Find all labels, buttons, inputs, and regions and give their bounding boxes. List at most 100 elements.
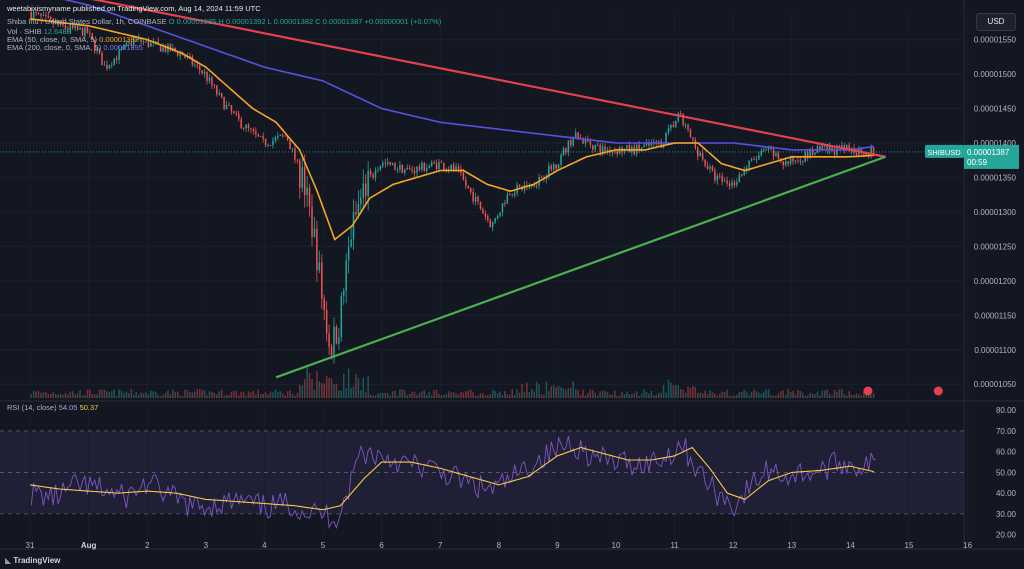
volume-bar	[855, 393, 858, 398]
candle-body	[560, 154, 562, 165]
volume-bar	[509, 394, 511, 398]
candle-body	[62, 22, 64, 26]
volume-bar	[233, 390, 235, 398]
volume-bar	[672, 385, 675, 398]
candle-body	[709, 166, 711, 169]
volume-bar	[565, 389, 567, 398]
volume-bar	[582, 389, 584, 398]
volume-bar	[396, 395, 399, 398]
volume-bar	[91, 394, 94, 398]
volume-bar	[360, 390, 362, 398]
candle-body	[845, 145, 848, 151]
volume-bar	[47, 393, 50, 398]
candle-body	[394, 163, 396, 170]
candle-body	[286, 136, 289, 141]
volume-bar	[335, 383, 338, 398]
time-tick-label: 10	[612, 541, 621, 550]
volume-bar	[318, 381, 321, 398]
candle-body	[457, 166, 460, 169]
volume-bar	[213, 392, 216, 398]
volume-bar	[770, 395, 772, 398]
volume-bar	[303, 379, 306, 398]
volume-bar	[521, 384, 523, 398]
volume-bar	[401, 389, 404, 398]
volume-bar	[323, 383, 325, 398]
volume-bar	[701, 393, 704, 398]
candle-body	[706, 165, 709, 169]
volume-bar	[848, 391, 850, 398]
volume-bar	[133, 394, 135, 398]
volume-bar	[745, 391, 748, 398]
candle-body	[262, 136, 264, 139]
volume-bar	[74, 394, 76, 398]
volume-bar	[113, 389, 115, 398]
volume-bar	[570, 388, 572, 398]
candle-body	[513, 193, 516, 195]
candle-body	[57, 22, 59, 26]
volume-bar	[169, 394, 172, 398]
volume-bar	[682, 389, 684, 398]
volume-bar	[540, 394, 543, 398]
candle-body	[150, 42, 152, 47]
volume-bar	[435, 389, 438, 398]
ema50-value: 0.00001382	[99, 35, 139, 44]
rsi-tick-label: 20.00	[996, 531, 1017, 540]
candle-body	[396, 169, 399, 171]
volume-bar	[294, 395, 296, 398]
volume-bar	[206, 395, 208, 398]
volume-bar	[69, 391, 72, 398]
volume-bar	[709, 390, 711, 398]
candle-body	[548, 165, 550, 177]
volume-bar	[455, 393, 457, 398]
volume-bar	[430, 395, 433, 398]
candle-body	[189, 56, 191, 58]
candle-body	[677, 113, 680, 121]
candle-body	[404, 169, 406, 174]
tradingview-logo-text: TradingView	[13, 556, 61, 565]
candle-body	[67, 28, 69, 30]
price-tag-countdown: 00:59	[967, 158, 988, 167]
volume-bar	[758, 392, 760, 398]
candle-body	[477, 196, 479, 202]
volume-bar	[557, 386, 560, 398]
time-tick-label: 9	[555, 541, 560, 550]
candle-body	[123, 45, 125, 49]
volume-bar	[838, 389, 841, 398]
candle-body	[418, 166, 421, 170]
volume-bar	[40, 392, 42, 398]
volume-bar	[482, 393, 484, 398]
volume-bar	[277, 391, 279, 398]
currency-button[interactable]: USD	[976, 13, 1016, 31]
rsi-tick-label: 30.00	[996, 510, 1017, 519]
volume-bar	[594, 392, 597, 398]
candle-body	[455, 166, 457, 171]
rsi-tick-label: 40.00	[996, 489, 1017, 498]
volume-bar	[638, 395, 640, 398]
candle-body	[604, 146, 606, 152]
time-tick-label: 8	[497, 541, 502, 550]
price-tick-label: 0.00001400	[974, 139, 1017, 148]
candle-body	[208, 77, 211, 81]
volume-bar	[101, 389, 103, 398]
volume-bar	[755, 391, 758, 398]
candle-body	[118, 50, 120, 60]
candle-body	[469, 187, 472, 193]
candle-body	[338, 337, 340, 344]
volume-bar	[64, 393, 67, 398]
candle-body	[462, 172, 465, 180]
volume-bar	[731, 395, 733, 398]
candle-body	[274, 137, 277, 141]
candle-body	[452, 164, 455, 171]
volume-bar	[98, 389, 101, 398]
volume-bar	[333, 384, 335, 398]
volume-bar	[374, 395, 377, 398]
candle-body	[357, 204, 360, 215]
volume-bar	[562, 388, 565, 398]
volume-bar	[640, 393, 643, 398]
tradingview-logo[interactable]: ◣ TradingView	[5, 556, 60, 565]
volume-bar	[513, 395, 516, 398]
ohlc-values: O 0.00001385 H 0.00001392 L 0.00001382 C…	[168, 17, 442, 26]
candle-body	[567, 140, 570, 153]
volume-bar	[230, 391, 233, 398]
